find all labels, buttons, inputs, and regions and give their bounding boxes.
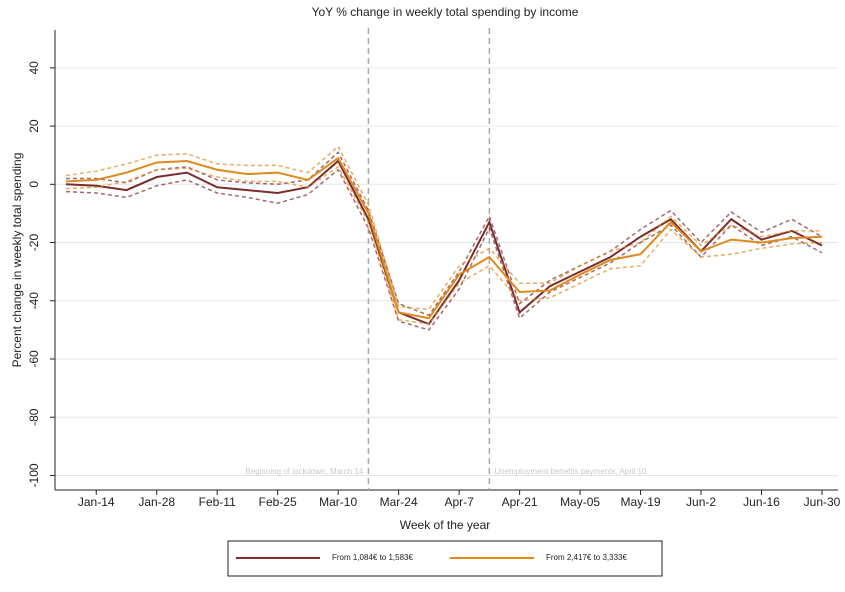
y-tick-label: -80 bbox=[27, 408, 41, 426]
x-tick-label: Jun-30 bbox=[804, 495, 841, 509]
y-tick-label: 0 bbox=[27, 181, 41, 188]
y-tick-label: -20 bbox=[27, 234, 41, 252]
confidence-line bbox=[65, 165, 823, 325]
x-tick-label: Jun-16 bbox=[743, 495, 780, 509]
legend-label: From 1,084€ to 1,583€ bbox=[332, 553, 413, 562]
x-axis-title: Week of the year bbox=[400, 518, 491, 532]
x-tick-label: Mar-24 bbox=[380, 495, 418, 509]
x-tick-label: Jun-2 bbox=[686, 495, 716, 509]
x-tick-label: Jan-28 bbox=[138, 495, 175, 509]
chart-title: YoY % change in weekly total spending by… bbox=[312, 5, 579, 19]
y-tick-label: -100 bbox=[27, 463, 41, 487]
x-tick-label: Mar-10 bbox=[319, 495, 357, 509]
y-axis-title: Percent change in weekly total spending bbox=[10, 153, 24, 368]
x-tick-label: May-19 bbox=[621, 495, 661, 509]
series-line bbox=[65, 156, 823, 320]
legend-box bbox=[227, 540, 663, 577]
x-tick-label: Feb-25 bbox=[259, 495, 297, 509]
y-tick-label: 40 bbox=[27, 61, 41, 75]
x-tick-label: Feb-11 bbox=[199, 495, 236, 509]
event-label: Unemployment benefits payments, April 10 bbox=[494, 467, 647, 476]
x-tick-label: Apr-21 bbox=[502, 495, 538, 509]
x-tick-label: Apr-7 bbox=[444, 495, 474, 509]
y-tick-label: 20 bbox=[27, 119, 41, 133]
x-tick-label: Jan-14 bbox=[78, 495, 115, 509]
confidence-line bbox=[65, 145, 822, 311]
event-label: Beginning of lockdown, March 14 bbox=[246, 467, 364, 476]
y-tick-label: -60 bbox=[27, 350, 41, 368]
legend-label: From 2,417€ to 3,333€ bbox=[546, 553, 627, 562]
y-tick-label: -40 bbox=[27, 292, 41, 310]
x-tick-label: May-05 bbox=[560, 495, 600, 509]
